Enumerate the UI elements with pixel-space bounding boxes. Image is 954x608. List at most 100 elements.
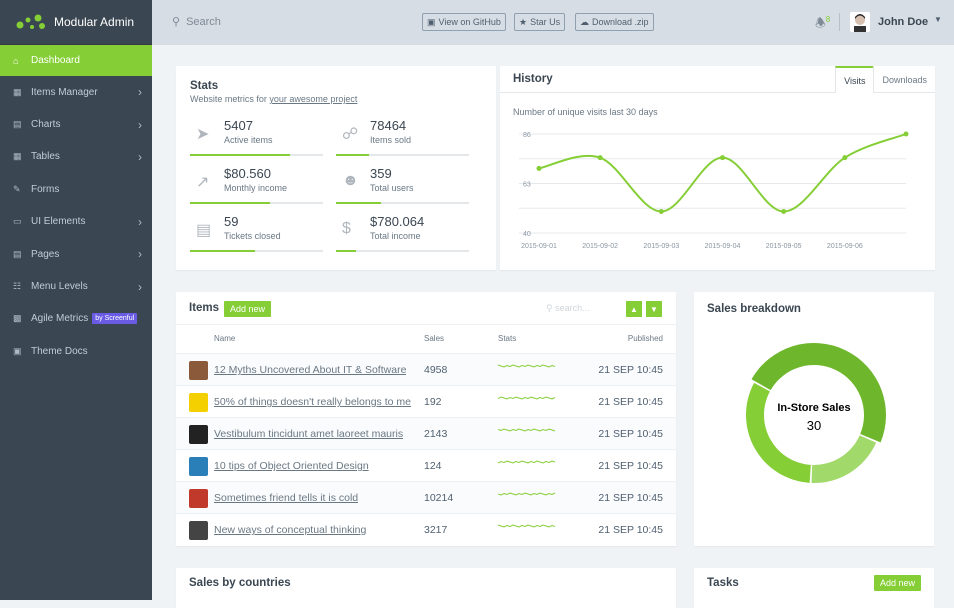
project-link[interactable]: your awesome project	[269, 94, 358, 104]
item-thumbnail	[189, 489, 208, 508]
chevron-right-icon: ›	[138, 247, 142, 262]
edit-icon: ✎	[13, 183, 21, 194]
sidebar-item-charts[interactable]: ▤ Charts ›	[0, 108, 152, 140]
screenful-badge[interactable]: by Screenful	[92, 313, 138, 325]
stat-total-income: $ $780.064 Total income	[336, 212, 469, 252]
donut-segment[interactable]	[751, 343, 886, 443]
history-card: History Visits Downloads Number of uniqu…	[500, 66, 935, 270]
item-published: 21 SEP 10:45	[598, 492, 663, 504]
search-input[interactable]: ⚲ Search	[172, 15, 221, 29]
sidebar-item-tables[interactable]: ▦ Tables ›	[0, 141, 152, 173]
data-point[interactable]	[597, 155, 603, 161]
avatar[interactable]	[850, 12, 870, 32]
visits-line	[538, 133, 907, 213]
sidebar-item-label: Agile Metrics	[31, 313, 89, 325]
column-stats: Stats	[498, 334, 517, 343]
data-point[interactable]	[903, 131, 909, 137]
item-link[interactable]: New ways of conceptual thinking	[214, 524, 367, 536]
sort-up-button[interactable]: ▲	[626, 301, 642, 317]
brand[interactable]: Modular Admin	[0, 0, 152, 45]
item-thumbnail	[189, 361, 208, 380]
user-name[interactable]: John Doe	[878, 16, 929, 28]
sidebar-item-agile-metrics[interactable]: ▩ Agile Metrics by Screenful	[0, 303, 152, 335]
sales-breakdown-card: Sales breakdown In-Store Sales 30	[694, 292, 934, 546]
stat-label: Tickets closed	[224, 231, 281, 241]
item-sales: 192	[424, 396, 442, 408]
sidebar-item-label: Items Manager	[31, 86, 98, 98]
stat-value: 59	[224, 214, 239, 229]
x-tick-label: 2015-09-06	[827, 243, 863, 250]
add-item-button[interactable]: Add new	[224, 301, 272, 317]
data-point[interactable]	[781, 208, 787, 214]
header: ⚲ Search ▣ View on GitHub ★ Star Us ☁ Downlo…	[152, 0, 954, 45]
table-icon: ▦	[13, 151, 22, 162]
sidebar-item-label: Pages	[31, 248, 60, 260]
github-icon: ▣	[427, 16, 436, 27]
github-label: View on GitHub	[438, 17, 501, 27]
table-row[interactable]: 10 tips of Object Oriented Design 124 21 S…	[176, 449, 676, 481]
sidebar-item-theme-docs[interactable]: ▣ Theme Docs	[0, 335, 152, 367]
table-row[interactable]: 50% of things doesn't really belongs to …	[176, 385, 676, 417]
tab-downloads[interactable]: Downloads	[873, 66, 935, 93]
item-link[interactable]: 50% of things doesn't really belongs to …	[214, 396, 411, 408]
item-published: 21 SEP 10:45	[598, 460, 663, 472]
item-link[interactable]: 12 Myths Uncovered About IT & Software	[214, 364, 407, 376]
chevron-right-icon: ›	[138, 279, 142, 294]
bar-chart-icon: ▩	[13, 313, 22, 324]
items-search-input[interactable]: ⚲ search...	[546, 303, 590, 314]
item-link[interactable]: Sometimes friend tells it is cold	[214, 492, 359, 504]
sidebar-item-ui-elements[interactable]: ▭ UI Elements ›	[0, 206, 152, 238]
github-button[interactable]: ▣ View on GitHub	[422, 13, 506, 31]
stat-progress-bar	[190, 154, 323, 156]
x-tick-label: 2015-09-02	[582, 243, 618, 250]
x-tick-label: 2015-09-04	[705, 243, 741, 250]
rocket-icon: ➤	[196, 126, 210, 143]
tab-visits[interactable]: Visits	[835, 66, 874, 93]
data-point[interactable]	[536, 165, 542, 171]
add-task-button[interactable]: Add new	[873, 575, 921, 591]
stat-progress-bar	[190, 250, 323, 252]
y-tick-label: 86	[523, 132, 531, 139]
sidebar-item-pages[interactable]: ▤ Pages ›	[0, 238, 152, 270]
stat-value: 5407	[224, 118, 253, 133]
tasks-title: Tasks	[707, 577, 739, 589]
notification-count: 8	[825, 15, 831, 24]
item-thumbnail	[189, 425, 208, 444]
donut-center-value: 30	[806, 418, 822, 433]
column-published[interactable]: Published	[627, 334, 663, 343]
table-row[interactable]: Sometimes friend tells it is cold 10214 21…	[176, 481, 676, 513]
star-button[interactable]: ★ Star Us	[514, 13, 566, 31]
donut-segment[interactable]	[811, 435, 877, 483]
caret-down-icon[interactable]: ▼	[934, 15, 942, 24]
stats-subtitle: Website metrics for your awesome project	[190, 94, 357, 104]
grid-icon: ▦	[13, 86, 22, 97]
stat-progress-bar	[336, 154, 469, 156]
item-link[interactable]: 10 tips of Object Oriented Design	[214, 460, 369, 472]
y-tick-label: 40	[523, 231, 531, 238]
data-point[interactable]	[720, 155, 725, 161]
notifications-button[interactable]: 🕭︎8	[815, 14, 830, 35]
line-chart-icon: ↗	[196, 174, 210, 191]
item-link[interactable]: Vestibulum tincidunt amet laoreet mauris	[214, 428, 404, 440]
donut-segment[interactable]	[746, 382, 811, 483]
table-row[interactable]: New ways of conceptual thinking 3217 21 SE…	[176, 513, 676, 545]
column-name[interactable]: Name	[214, 334, 236, 343]
sidebar-item-menu-levels[interactable]: ☷ Menu Levels ›	[0, 270, 152, 302]
table-row[interactable]: Vestibulum tincidunt amet laoreet mauris…	[176, 417, 676, 449]
item-published: 21 SEP 10:45	[598, 396, 663, 408]
stat-total-users: ☻ 359 Total users	[336, 164, 469, 204]
chevron-right-icon: ›	[138, 85, 142, 100]
table-row[interactable]: 12 Myths Uncovered About IT & Software 49…	[176, 353, 676, 385]
sidebar-item-dashboard[interactable]: ⌂ Dashboard	[0, 45, 152, 76]
download-button[interactable]: ☁ Download .zip	[575, 13, 654, 31]
history-header	[500, 66, 935, 93]
stats-card: Stats Website metrics for your awesome p…	[176, 66, 496, 270]
sidebar-item-items-manager[interactable]: ▦ Items Manager ›	[0, 76, 152, 108]
desktop-icon: ▭	[13, 216, 22, 227]
data-point[interactable]	[658, 208, 664, 214]
sort-down-button[interactable]: ▼	[646, 301, 662, 317]
data-point[interactable]	[842, 155, 848, 161]
column-sales[interactable]: Sales	[424, 334, 445, 343]
chevron-right-icon: ›	[138, 214, 142, 229]
sidebar-item-forms[interactable]: ✎ Forms	[0, 173, 152, 205]
